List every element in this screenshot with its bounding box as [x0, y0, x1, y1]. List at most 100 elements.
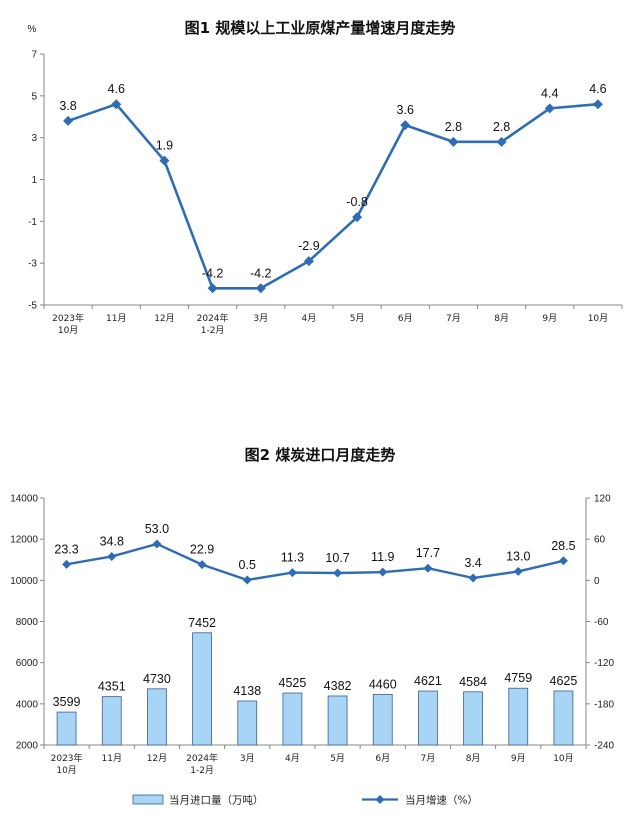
chart2-growth-label: 11.3 — [281, 551, 304, 565]
chart2-bar-label: 4759 — [504, 671, 532, 685]
chart2-growth-point — [62, 559, 72, 569]
chart1-data-label: 2.8 — [493, 120, 510, 134]
chart1-data-label: 3.8 — [59, 99, 76, 113]
chart1-x-tick-label: 8月 — [494, 313, 509, 324]
chart1-x-tick-label: 9月 — [542, 313, 557, 324]
chart1-data-point — [448, 136, 459, 147]
chart1-ylabel: % — [28, 24, 37, 35]
chart2-growth-point — [107, 551, 117, 561]
chart1-data-label: 3.6 — [397, 103, 414, 117]
chart2-left-tick-label: 4000 — [16, 699, 39, 710]
chart2-growth-point — [197, 560, 207, 570]
chart2-bar-label: 7452 — [188, 616, 216, 630]
chart2-growth-label: 13.0 — [506, 549, 530, 563]
chart1-data-point — [352, 212, 363, 223]
chart2-x-tick-label: 4月 — [285, 753, 300, 764]
chart2-bar-label: 4382 — [324, 679, 352, 693]
chart2-x-tick-label: 7月 — [421, 753, 436, 764]
chart1-x-tick-label: 12月 — [154, 313, 174, 324]
chart1-y-tick-label: 1 — [31, 175, 37, 186]
chart1-data-label: 4.4 — [541, 86, 558, 100]
chart1-x-tick-label: 6月 — [398, 313, 413, 324]
chart2-growth-label: 0.5 — [239, 558, 256, 572]
chart1-data-label: -4.2 — [250, 266, 272, 280]
chart1-data-point — [63, 115, 74, 126]
chart2-bar — [508, 687, 529, 746]
chart1-data-label: 2.8 — [445, 120, 462, 134]
chart1-y-tick-label: 3 — [31, 133, 37, 144]
chart1-y-tick-label: 7 — [31, 50, 37, 61]
chart1-y-tick-label: -1 — [28, 217, 37, 228]
chart1-x-tick-label: 7月 — [446, 313, 461, 324]
chart1-data-label: 4.6 — [108, 82, 125, 96]
chart2-x-tick-label: 2023年 — [51, 752, 83, 764]
chart2-right-tick-label: 60 — [594, 535, 606, 546]
chart2-growth-label: 10.7 — [325, 551, 349, 565]
chart2-bar — [553, 690, 574, 746]
chart2-left-tick-label: 2000 — [16, 741, 39, 752]
chart2-x-tick-label: 11月 — [102, 753, 122, 764]
chart1-x-tick-label: 2024年 — [197, 312, 229, 324]
chart2-x-tick-label: 2024年 — [186, 752, 218, 764]
chart2-bar-label: 4621 — [414, 674, 442, 688]
chart1-data-label: -4.2 — [202, 266, 224, 280]
chart2-growth-label: 3.4 — [464, 556, 481, 570]
chart2-growth-label: 22.9 — [190, 543, 214, 557]
chart2-x-tick-label: 8月 — [466, 753, 481, 764]
chart1-x-tick-label: 10月 — [58, 325, 78, 336]
chart1-data-label: 1.9 — [156, 139, 173, 153]
chart2-x-tick-label: 12月 — [147, 753, 167, 764]
chart2-growth-label: 17.7 — [416, 546, 440, 560]
chart2-bar — [101, 696, 122, 746]
chart2-bar-label: 4351 — [98, 680, 126, 694]
chart2-right-tick-label: -120 — [594, 658, 614, 669]
chart2-x-tick-label: 9月 — [511, 753, 526, 764]
chart1-data-point — [303, 256, 314, 267]
chart2-left-tick-label: 8000 — [16, 617, 39, 628]
chart2-x-tick-label: 3月 — [240, 753, 255, 764]
chart2-bar — [372, 693, 393, 746]
chart2-growth-label: 11.9 — [371, 550, 394, 564]
chart1-data-label: -2.9 — [298, 239, 320, 253]
chart2-bar-label: 4625 — [550, 674, 578, 688]
chart2-right-tick-label: 0 — [594, 576, 600, 587]
chart2-growth-line — [66, 542, 564, 582]
legend-line-marker — [375, 795, 385, 804]
chart1-data-point — [255, 283, 266, 294]
chart1-series-line — [67, 102, 599, 290]
chart1-data-point — [159, 155, 170, 166]
chart2-bar-label: 4730 — [143, 672, 171, 686]
chart2-growth-label: 34.8 — [100, 534, 124, 548]
chart1-x-tick-label: 2023年 — [52, 312, 84, 324]
chart2-growth-point — [468, 573, 478, 583]
chart2-bar — [418, 690, 438, 746]
chart2-bar — [282, 692, 303, 746]
chart2-left-tick-label: 10000 — [10, 576, 38, 587]
chart2-bar-label: 4525 — [279, 676, 307, 690]
chart2-bar-label: 4138 — [233, 684, 261, 698]
coal-import-chart: 图2 煤炭进口月度走势 14000 12000 10000 8000 6000 4000 20… — [10, 446, 614, 807]
chart2-x-tick-label: 1-2月 — [190, 765, 214, 776]
chart2-left-tick-label: 12000 — [10, 535, 38, 546]
chart1-y-tick-label: -3 — [28, 259, 37, 270]
chart2-growth-label: 23.3 — [54, 542, 78, 556]
legend-bar-label: 当月进口量（万吨） — [169, 794, 264, 807]
chart1-data-point — [207, 283, 218, 294]
chart2-right-tick-label: -240 — [594, 741, 614, 752]
chart2-left-tick-label: 14000 — [10, 494, 38, 505]
chart2-growth-point — [513, 566, 523, 576]
chart2-x-tick-label: 5月 — [330, 753, 345, 764]
chart1-x-tick-label: 11月 — [106, 313, 126, 324]
chart2-bar — [237, 700, 258, 746]
chart1-data-label: -0.8 — [346, 195, 368, 209]
chart2-bar — [147, 688, 167, 746]
chart2-x-tick-label: 10月 — [553, 753, 573, 764]
chart2-growth-point — [423, 563, 433, 573]
chart2-right-tick-label: 120 — [594, 494, 611, 505]
chart1-x-tick-label: 4月 — [302, 313, 317, 324]
chart1-x-tick-label: 3月 — [253, 313, 268, 324]
chart2-title: 图2 煤炭进口月度走势 — [245, 446, 396, 464]
chart2-left-tick-label: 6000 — [16, 658, 39, 669]
chart2-growth-point — [152, 539, 162, 549]
